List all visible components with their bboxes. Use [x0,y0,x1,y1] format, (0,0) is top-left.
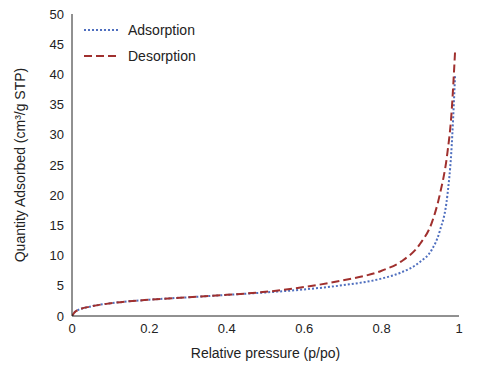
svg-text:35: 35 [50,97,64,112]
svg-text:5: 5 [57,278,64,293]
svg-text:50: 50 [50,8,64,22]
svg-text:0.2: 0.2 [140,321,158,336]
svg-text:Quantity Adsorbed (cm³/g STP): Quantity Adsorbed (cm³/g STP) [12,68,28,263]
svg-text:15: 15 [50,218,64,233]
svg-text:0.8: 0.8 [373,321,391,336]
svg-text:0.4: 0.4 [218,321,236,336]
html-text:Desorption: Desorption [128,48,196,64]
svg-text:20: 20 [50,188,64,203]
svg-text:45: 45 [50,37,64,52]
svg-text:10: 10 [50,248,64,263]
svg-text:Relative pressure (p/po): Relative pressure (p/po) [191,345,340,361]
svg-text:30: 30 [50,127,64,142]
svg-text:25: 25 [50,158,64,173]
svg-text:0: 0 [57,309,64,324]
svg-text:40: 40 [50,67,64,82]
html-text:Adsorption: Adsorption [128,22,195,38]
svg-text:0.6: 0.6 [295,321,313,336]
svg-text:1: 1 [455,321,462,336]
svg-text:0: 0 [68,321,75,336]
